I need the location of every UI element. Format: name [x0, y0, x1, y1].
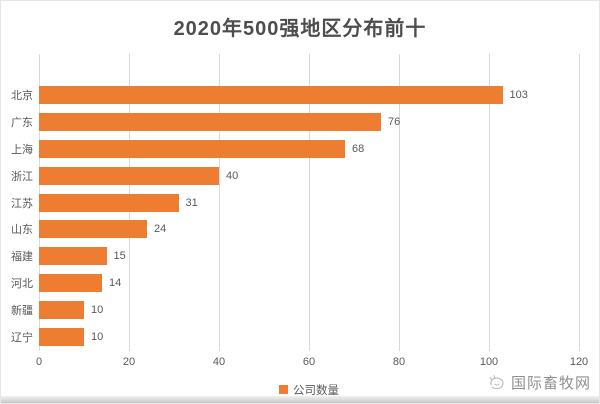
bar-row: 辽宁 10 — [11, 323, 579, 350]
category-label: 北京 — [11, 90, 33, 103]
bar-row: 福建 15 — [11, 243, 579, 270]
legend-label: 公司数量 — [293, 384, 339, 397]
bar-row: 新疆 10 — [11, 296, 579, 323]
bar-row: 北京 103 — [11, 82, 579, 109]
x-tick-label: 0 — [35, 356, 43, 368]
x-tick-label: 100 — [479, 356, 499, 368]
value-label: 40 — [226, 169, 239, 182]
bar — [39, 273, 102, 292]
bar — [39, 113, 381, 132]
category-label: 辽宁 — [11, 331, 33, 344]
watermark-text: 国际畜牧网 — [510, 375, 591, 392]
category-label: 山东 — [11, 224, 33, 237]
bottom-edge-strip — [1, 396, 599, 403]
value-label: 103 — [509, 89, 528, 102]
gridline — [309, 54, 310, 351]
bar-rows: 北京 103 广东 76 上海 68 浙江 40 江苏 31 山东 24 福建 15 河北 14 新疆 10 辽宁 1… — [11, 82, 579, 350]
bar-row: 浙江 40 — [11, 162, 579, 189]
x-tick-label: 20 — [122, 356, 136, 368]
value-label: 76 — [388, 116, 401, 129]
category-label: 浙江 — [11, 170, 33, 183]
gridline — [579, 54, 580, 351]
value-label: 10 — [91, 330, 104, 343]
bar — [39, 139, 345, 158]
x-tick-label: 40 — [212, 356, 226, 368]
bar-row: 山东 24 — [11, 216, 579, 243]
value-label: 31 — [185, 196, 198, 209]
gridline — [219, 54, 220, 351]
bar — [39, 247, 107, 266]
x-tick-label: 80 — [392, 356, 406, 368]
x-axis: 0 20 40 60 80 100 120 — [35, 356, 588, 369]
bar-row: 河北 14 — [11, 270, 579, 297]
bar — [39, 300, 84, 319]
category-label: 广东 — [11, 117, 33, 130]
legend: 公司数量 — [39, 382, 579, 397]
sketch-animal-logo-icon — [487, 373, 507, 393]
bar — [39, 220, 147, 239]
bar — [39, 193, 179, 212]
value-label: 10 — [91, 303, 104, 316]
gridline — [489, 54, 490, 351]
plot-area: 北京 103 广东 76 上海 68 浙江 40 江苏 31 山东 24 福建 15 河北 14 新疆 10 辽宁 1… — [11, 54, 580, 351]
legend-swatch-icon — [279, 385, 288, 394]
bar — [39, 86, 503, 105]
value-label: 24 — [154, 223, 167, 236]
bar-row: 上海 68 — [11, 136, 579, 163]
bar-row: 广东 76 — [11, 109, 579, 136]
bar-row: 江苏 31 — [11, 189, 579, 216]
category-label: 江苏 — [11, 197, 33, 210]
category-label: 福建 — [11, 251, 33, 264]
value-label: 68 — [352, 142, 365, 155]
value-label: 14 — [109, 276, 122, 289]
watermark: 国际畜牧网 — [487, 372, 591, 393]
category-label: 上海 — [11, 143, 33, 156]
category-label: 河北 — [11, 277, 33, 290]
bar — [39, 166, 219, 185]
chart-title: 2020年500强地区分布前十 — [173, 18, 427, 40]
category-label: 新疆 — [11, 304, 33, 317]
x-tick-label: 60 — [302, 356, 316, 368]
gridline — [399, 54, 400, 351]
value-label: 15 — [113, 250, 126, 263]
x-tick-label: 120 — [569, 356, 589, 368]
bar — [39, 327, 84, 346]
